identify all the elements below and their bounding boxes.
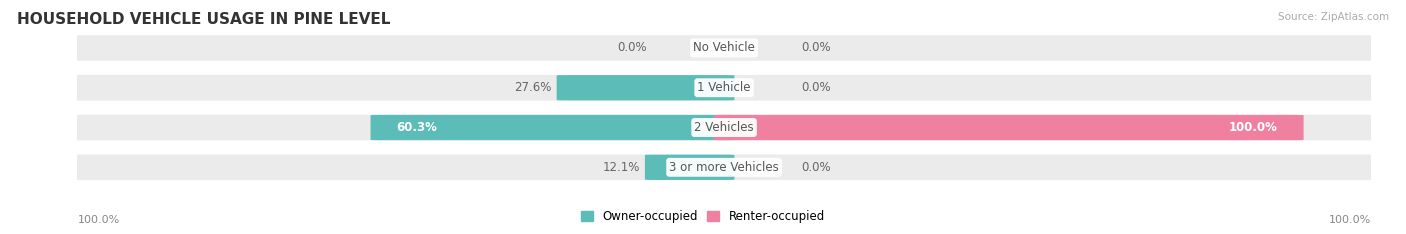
FancyBboxPatch shape bbox=[645, 155, 734, 180]
Legend: Owner-occupied, Renter-occupied: Owner-occupied, Renter-occupied bbox=[576, 206, 830, 228]
FancyBboxPatch shape bbox=[62, 75, 1386, 101]
Text: 2 Vehicles: 2 Vehicles bbox=[695, 121, 754, 134]
Text: 0.0%: 0.0% bbox=[801, 161, 831, 174]
FancyBboxPatch shape bbox=[62, 115, 1386, 140]
Text: 100.0%: 100.0% bbox=[1329, 215, 1371, 225]
FancyBboxPatch shape bbox=[557, 75, 734, 100]
Text: 100.0%: 100.0% bbox=[1229, 121, 1278, 134]
Text: 0.0%: 0.0% bbox=[801, 81, 831, 94]
Text: 0.0%: 0.0% bbox=[801, 41, 831, 55]
Text: 1 Vehicle: 1 Vehicle bbox=[697, 81, 751, 94]
FancyBboxPatch shape bbox=[714, 115, 1303, 140]
FancyBboxPatch shape bbox=[371, 115, 734, 140]
Text: HOUSEHOLD VEHICLE USAGE IN PINE LEVEL: HOUSEHOLD VEHICLE USAGE IN PINE LEVEL bbox=[17, 12, 391, 27]
Text: 60.3%: 60.3% bbox=[396, 121, 437, 134]
Text: 3 or more Vehicles: 3 or more Vehicles bbox=[669, 161, 779, 174]
Text: 100.0%: 100.0% bbox=[77, 215, 120, 225]
Text: 0.0%: 0.0% bbox=[617, 41, 647, 55]
FancyBboxPatch shape bbox=[62, 35, 1386, 61]
Text: 12.1%: 12.1% bbox=[602, 161, 640, 174]
Text: Source: ZipAtlas.com: Source: ZipAtlas.com bbox=[1278, 12, 1389, 22]
FancyBboxPatch shape bbox=[62, 154, 1386, 180]
Text: 27.6%: 27.6% bbox=[515, 81, 551, 94]
Text: No Vehicle: No Vehicle bbox=[693, 41, 755, 55]
